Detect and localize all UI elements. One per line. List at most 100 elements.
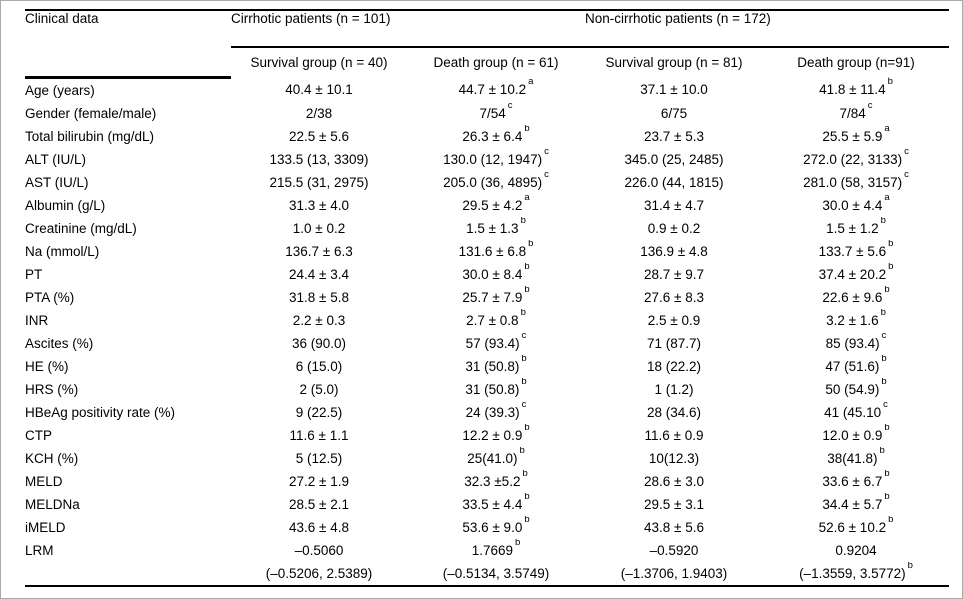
data-cell: 6 (15.0): [295, 358, 343, 374]
significance-mark: b: [884, 285, 890, 295]
data-cell: 2/38: [305, 105, 333, 121]
data-cell: 22.6 ± 9.6 b: [822, 285, 890, 305]
row-label: AST (IU/L): [25, 174, 89, 190]
significance-mark: c: [544, 147, 549, 157]
row-label: Na (mmol/L): [25, 243, 100, 259]
data-cell: 272.0 (22, 3133) c: [803, 147, 909, 167]
significance-mark: b: [519, 446, 525, 456]
row-label: PT: [25, 266, 43, 282]
significance-mark: a: [524, 193, 530, 203]
data-cell: 5 (12.5): [295, 450, 343, 466]
data-cell: 12.2 ± 0.9 b: [462, 423, 530, 443]
data-cell: 52.6 ± 10.2 b: [818, 515, 894, 535]
data-cell: 29.5 ± 3.1: [644, 496, 704, 512]
table-row: Ascites (%) 36 (90.0) 57 (93.4) c 71 (87.7) 8…: [25, 332, 949, 355]
data-cell: 40.4 ± 10.1: [285, 81, 353, 97]
clinical-data-table: Clinical data Cirrhotic patients (n = 10…: [25, 9, 950, 587]
significance-mark: b: [880, 308, 886, 318]
significance-mark: b: [521, 354, 527, 364]
table-row: (–0.5206, 2.5389) (–0.5134, 3.5749) (–1.37…: [25, 562, 949, 586]
subheader-cirrhotic-death: Death group (n = 61): [433, 55, 559, 70]
data-cell: 37.4 ± 20.2 b: [818, 262, 894, 282]
significance-mark: b: [528, 239, 534, 249]
significance-mark: b: [888, 239, 894, 249]
data-cell: 31.8 ± 5.8: [289, 289, 349, 305]
significance-mark: c: [544, 170, 549, 180]
table-row: PT 24.4 ± 3.4 30.0 ± 8.4 b 28.7 ± 9.7 37.4 ± …: [25, 263, 949, 286]
stub-header: Clinical data: [25, 10, 231, 79]
data-cell: 43.8 ± 5.6: [644, 519, 704, 535]
table-row: MELD 27.2 ± 1.9 32.3 ±5.2 b 28.6 ± 3.0 33.6 ±…: [25, 470, 949, 493]
data-cell: 24 (39.3) c: [465, 400, 527, 420]
significance-mark: a: [528, 77, 534, 88]
row-label: MELDNa: [25, 496, 80, 512]
significance-mark: b: [524, 285, 530, 295]
data-cell: 71 (87.7): [646, 335, 702, 351]
table-row: Albumin (g/L) 31.3 ± 4.0 29.5 ± 4.2 a 31.4 ±…: [25, 194, 949, 217]
data-cell: 7/54 c: [479, 101, 513, 121]
data-cell: 215.5 (31, 2975): [269, 174, 369, 190]
row-label: PTA (%): [25, 289, 75, 305]
data-cell: 27.6 ± 8.3: [644, 289, 704, 305]
row-label: INR: [25, 312, 49, 328]
data-cell: 6/75: [660, 105, 688, 121]
significance-mark: b: [880, 216, 886, 226]
table-row: Total bilirubin (mg/dL) 22.5 ± 5.6 26.3 ± …: [25, 125, 949, 148]
data-cell: 1.7669 b: [471, 538, 521, 558]
data-cell: 44.7 ± 10.2 a: [458, 77, 534, 97]
subheader-noncirrhotic-death: Death group (n=91): [797, 55, 915, 70]
data-cell: 31.4 ± 4.7: [644, 197, 704, 213]
data-cell: 31 (50.8) b: [465, 377, 527, 397]
data-cell: 36 (90.0): [291, 335, 347, 351]
data-cell: (–0.5134, 3.5749): [442, 565, 550, 581]
data-cell: 226.0 (44, 1815): [624, 174, 724, 190]
table-row: HE (%) 6 (15.0) 31 (50.8) b 18 (22.2) 47 (51.…: [25, 355, 949, 378]
data-cell: 22.5 ± 5.6: [289, 128, 349, 144]
significance-mark: b: [521, 377, 527, 387]
row-label: HRS (%): [25, 381, 79, 397]
data-cell: 33.5 ± 4.4 b: [462, 492, 530, 512]
data-cell: (–1.3559, 3.5772) b: [799, 561, 913, 581]
table-row: CTP 11.6 ± 1.1 12.2 ± 0.9 b 11.6 ± 0.9 12.0 ±…: [25, 424, 949, 447]
table-row: AST (IU/L) 215.5 (31, 2975) 205.0 (36, 489…: [25, 171, 949, 194]
data-cell: 18 (22.2): [646, 358, 702, 374]
significance-mark: b: [881, 377, 887, 387]
significance-mark: b: [888, 262, 894, 272]
data-cell: 1 (1.2): [654, 381, 694, 397]
significance-mark: a: [884, 124, 890, 134]
data-cell: (–1.3706, 1.9403): [620, 565, 728, 581]
significance-mark: c: [521, 400, 527, 410]
table-body: Age (years) 40.4 ± 10.1 44.7 ± 10.2 a 37.1 ±…: [25, 77, 949, 586]
significance-mark: b: [524, 492, 530, 502]
significance-mark: c: [904, 147, 909, 157]
significance-mark: a: [884, 193, 890, 203]
data-cell: 2.7 ± 0.8 b: [466, 308, 526, 328]
significance-mark: b: [888, 515, 894, 525]
data-cell: 1.5 ± 1.3 b: [466, 216, 526, 236]
data-cell: 28.6 ± 3.0: [644, 473, 704, 489]
data-cell: 12.0 ± 0.9 b: [822, 423, 890, 443]
table-row: Na (mmol/L) 136.7 ± 6.3 131.6 ± 6.8 b 136.9 …: [25, 240, 949, 263]
data-cell: 2 (5.0): [299, 381, 339, 397]
significance-mark: b: [887, 77, 893, 88]
data-cell: 281.0 (58, 3157) c: [803, 170, 909, 190]
data-cell: 205.0 (36, 4895) c: [443, 170, 549, 190]
row-label: Gender (female/male): [25, 105, 157, 121]
significance-mark: b: [524, 262, 530, 272]
data-cell: –0.5920: [649, 542, 699, 558]
row-label: KCH (%): [25, 450, 79, 466]
significance-mark: b: [884, 469, 890, 479]
data-cell: 41 (45.10 c: [824, 400, 888, 420]
table-row: Age (years) 40.4 ± 10.1 44.7 ± 10.2 a 37.1 ±…: [25, 77, 949, 102]
significance-mark: c: [507, 101, 513, 111]
data-cell: 2.2 ± 0.3: [292, 312, 346, 328]
significance-mark: c: [904, 170, 909, 180]
data-cell: 9 (22.5): [295, 404, 343, 420]
data-cell: 32.3 ±5.2 b: [464, 469, 528, 489]
significance-mark: b: [884, 492, 890, 502]
significance-mark: b: [524, 515, 530, 525]
data-cell: –0.5060: [294, 542, 344, 558]
data-cell: 53.6 ± 9.0 b: [462, 515, 530, 535]
significance-mark: b: [520, 308, 526, 318]
